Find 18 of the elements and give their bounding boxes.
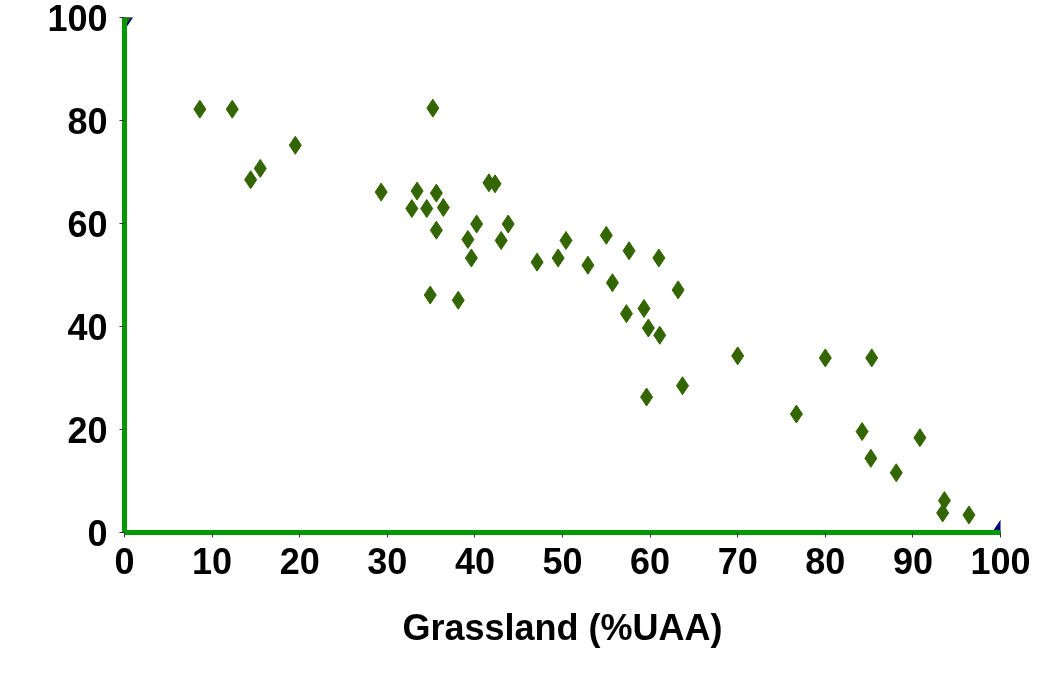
x-tick-label: 50: [542, 540, 583, 582]
y-tick-label: 40: [67, 306, 108, 348]
y-tick-label: 80: [67, 100, 108, 142]
x-tick-label: 80: [805, 540, 846, 582]
x-tick-label: 0: [114, 540, 135, 582]
x-axis-title: Grassland (%UAA): [402, 606, 723, 648]
x-tick-label: 60: [630, 540, 671, 582]
x-tick-label: 20: [279, 540, 320, 582]
y-tick-label: 20: [67, 409, 108, 451]
y-tick-label: 100: [47, 0, 108, 39]
x-tick-label: 70: [717, 540, 758, 582]
x-tick-label: 90: [892, 540, 933, 582]
x-tick-label: 40: [454, 540, 495, 582]
y-tick-label: 60: [67, 203, 108, 245]
y-tick-label: 0: [87, 512, 108, 554]
x-tick-label: 100: [970, 540, 1031, 582]
x-tick-label: 30: [367, 540, 408, 582]
x-tick-label: 10: [192, 540, 233, 582]
